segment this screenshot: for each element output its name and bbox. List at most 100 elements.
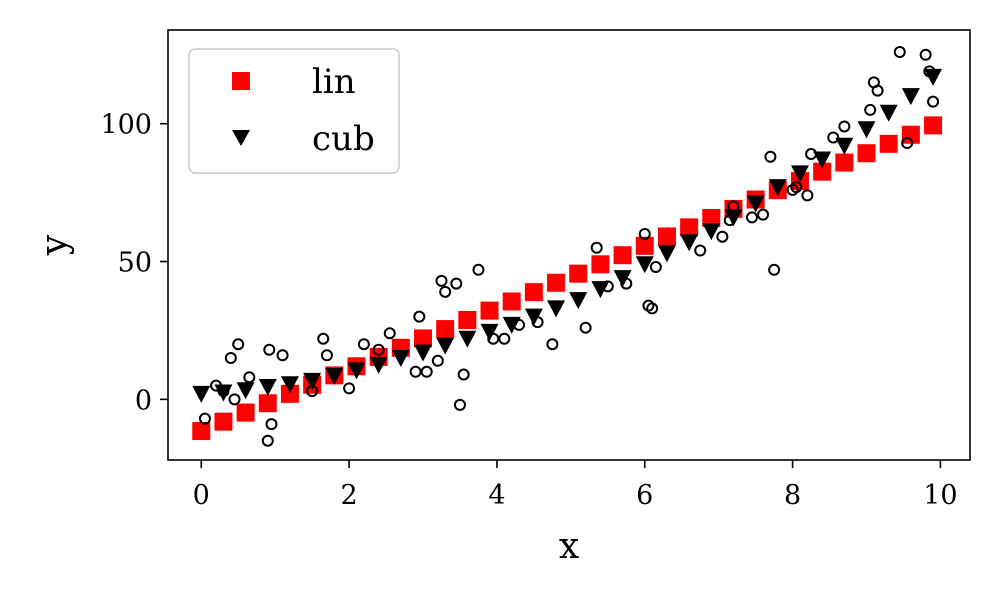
cub-point — [924, 68, 943, 86]
cub-point — [325, 367, 344, 385]
lin-point — [280, 384, 299, 403]
sample-point — [276, 349, 289, 362]
lin-point — [480, 301, 499, 320]
lin-point — [901, 125, 920, 144]
sample-point — [801, 189, 814, 202]
sample-point — [579, 321, 592, 334]
cub-point — [391, 350, 410, 368]
lin-point — [613, 246, 632, 265]
cub-point — [436, 337, 455, 355]
sample-point — [764, 150, 777, 163]
sample-point — [757, 208, 770, 221]
lin-point — [835, 153, 854, 172]
lin-point — [702, 208, 721, 227]
legend-label-lin: lin — [312, 62, 356, 102]
cub-point — [790, 165, 809, 183]
lin-point — [813, 162, 832, 181]
cub-point — [192, 385, 211, 403]
sample-point — [265, 418, 278, 431]
sample-point — [716, 230, 729, 243]
lin-point — [635, 236, 654, 255]
cub-point — [547, 300, 566, 318]
sample-point — [638, 227, 651, 240]
cub-point — [414, 344, 433, 362]
cub-point — [591, 281, 610, 299]
sample-point — [871, 84, 884, 97]
sample-point — [893, 46, 906, 59]
x-tick-label: 0 — [193, 480, 210, 511]
lin-point — [591, 255, 610, 274]
sample-point — [590, 241, 603, 254]
x-axis-label: x — [559, 526, 579, 567]
sample-point — [745, 211, 758, 224]
legend-label-cub: cub — [312, 119, 375, 159]
lin-point — [924, 116, 943, 135]
sample-point — [261, 434, 274, 447]
lin-point — [258, 394, 277, 413]
cub-point — [768, 179, 787, 197]
cub-point — [680, 234, 699, 252]
cub-point — [746, 195, 765, 213]
lin-point — [680, 218, 699, 237]
sample-point — [224, 352, 237, 365]
lin-point — [236, 403, 255, 422]
sample-point — [439, 285, 452, 298]
x-tick-label: 6 — [636, 480, 653, 511]
sample-point — [343, 382, 356, 395]
lin-point — [879, 134, 898, 153]
y-tick-label: 0 — [135, 385, 152, 416]
lin-point — [547, 273, 566, 292]
sample-point — [472, 263, 485, 276]
sample-point — [919, 48, 932, 61]
sample-point — [435, 274, 448, 287]
lin-point — [857, 144, 876, 163]
cub-point — [502, 316, 521, 334]
lin-point — [569, 264, 588, 283]
sample-point — [413, 310, 426, 323]
sample-point — [646, 302, 659, 315]
legend-marker-cub — [232, 130, 250, 146]
lin-point — [502, 292, 521, 311]
sample-point — [232, 338, 245, 351]
cub-point — [258, 378, 277, 396]
y-axis-label: y — [34, 234, 75, 256]
cub-point — [724, 209, 743, 227]
lin-point — [458, 310, 477, 329]
cub-point — [657, 245, 676, 263]
cub-point — [214, 384, 233, 402]
lin-point — [657, 227, 676, 246]
sample-point — [420, 365, 433, 378]
sample-point — [243, 371, 256, 384]
lin-point — [524, 283, 543, 302]
x-tick-label: 2 — [341, 480, 358, 511]
cub-point — [347, 362, 366, 380]
sample-point — [383, 327, 396, 340]
sample-point — [457, 368, 470, 381]
cub-point — [613, 270, 632, 288]
sample-point — [838, 120, 851, 133]
y-tick-label: 100 — [100, 110, 152, 141]
cub-point — [635, 256, 654, 274]
x-tick-label: 10 — [923, 480, 957, 511]
sample-point — [453, 398, 466, 411]
sample-point — [372, 343, 385, 356]
sample-point — [768, 263, 781, 276]
lin-point — [414, 329, 433, 348]
sample-point — [864, 103, 877, 116]
sample-point — [320, 349, 333, 362]
sample-point — [927, 95, 940, 108]
x-tick-label: 8 — [784, 480, 801, 511]
plot-area-frame — [167, 29, 971, 461]
sample-point — [198, 412, 211, 425]
sample-point — [357, 338, 370, 351]
cub-point — [303, 372, 322, 390]
y-tick-label: 50 — [118, 248, 152, 279]
sample-point — [431, 354, 444, 367]
cub-point — [480, 323, 499, 341]
lin-point — [192, 422, 211, 441]
cub-point — [813, 151, 832, 169]
sample-point — [409, 365, 422, 378]
cub-point — [901, 88, 920, 106]
